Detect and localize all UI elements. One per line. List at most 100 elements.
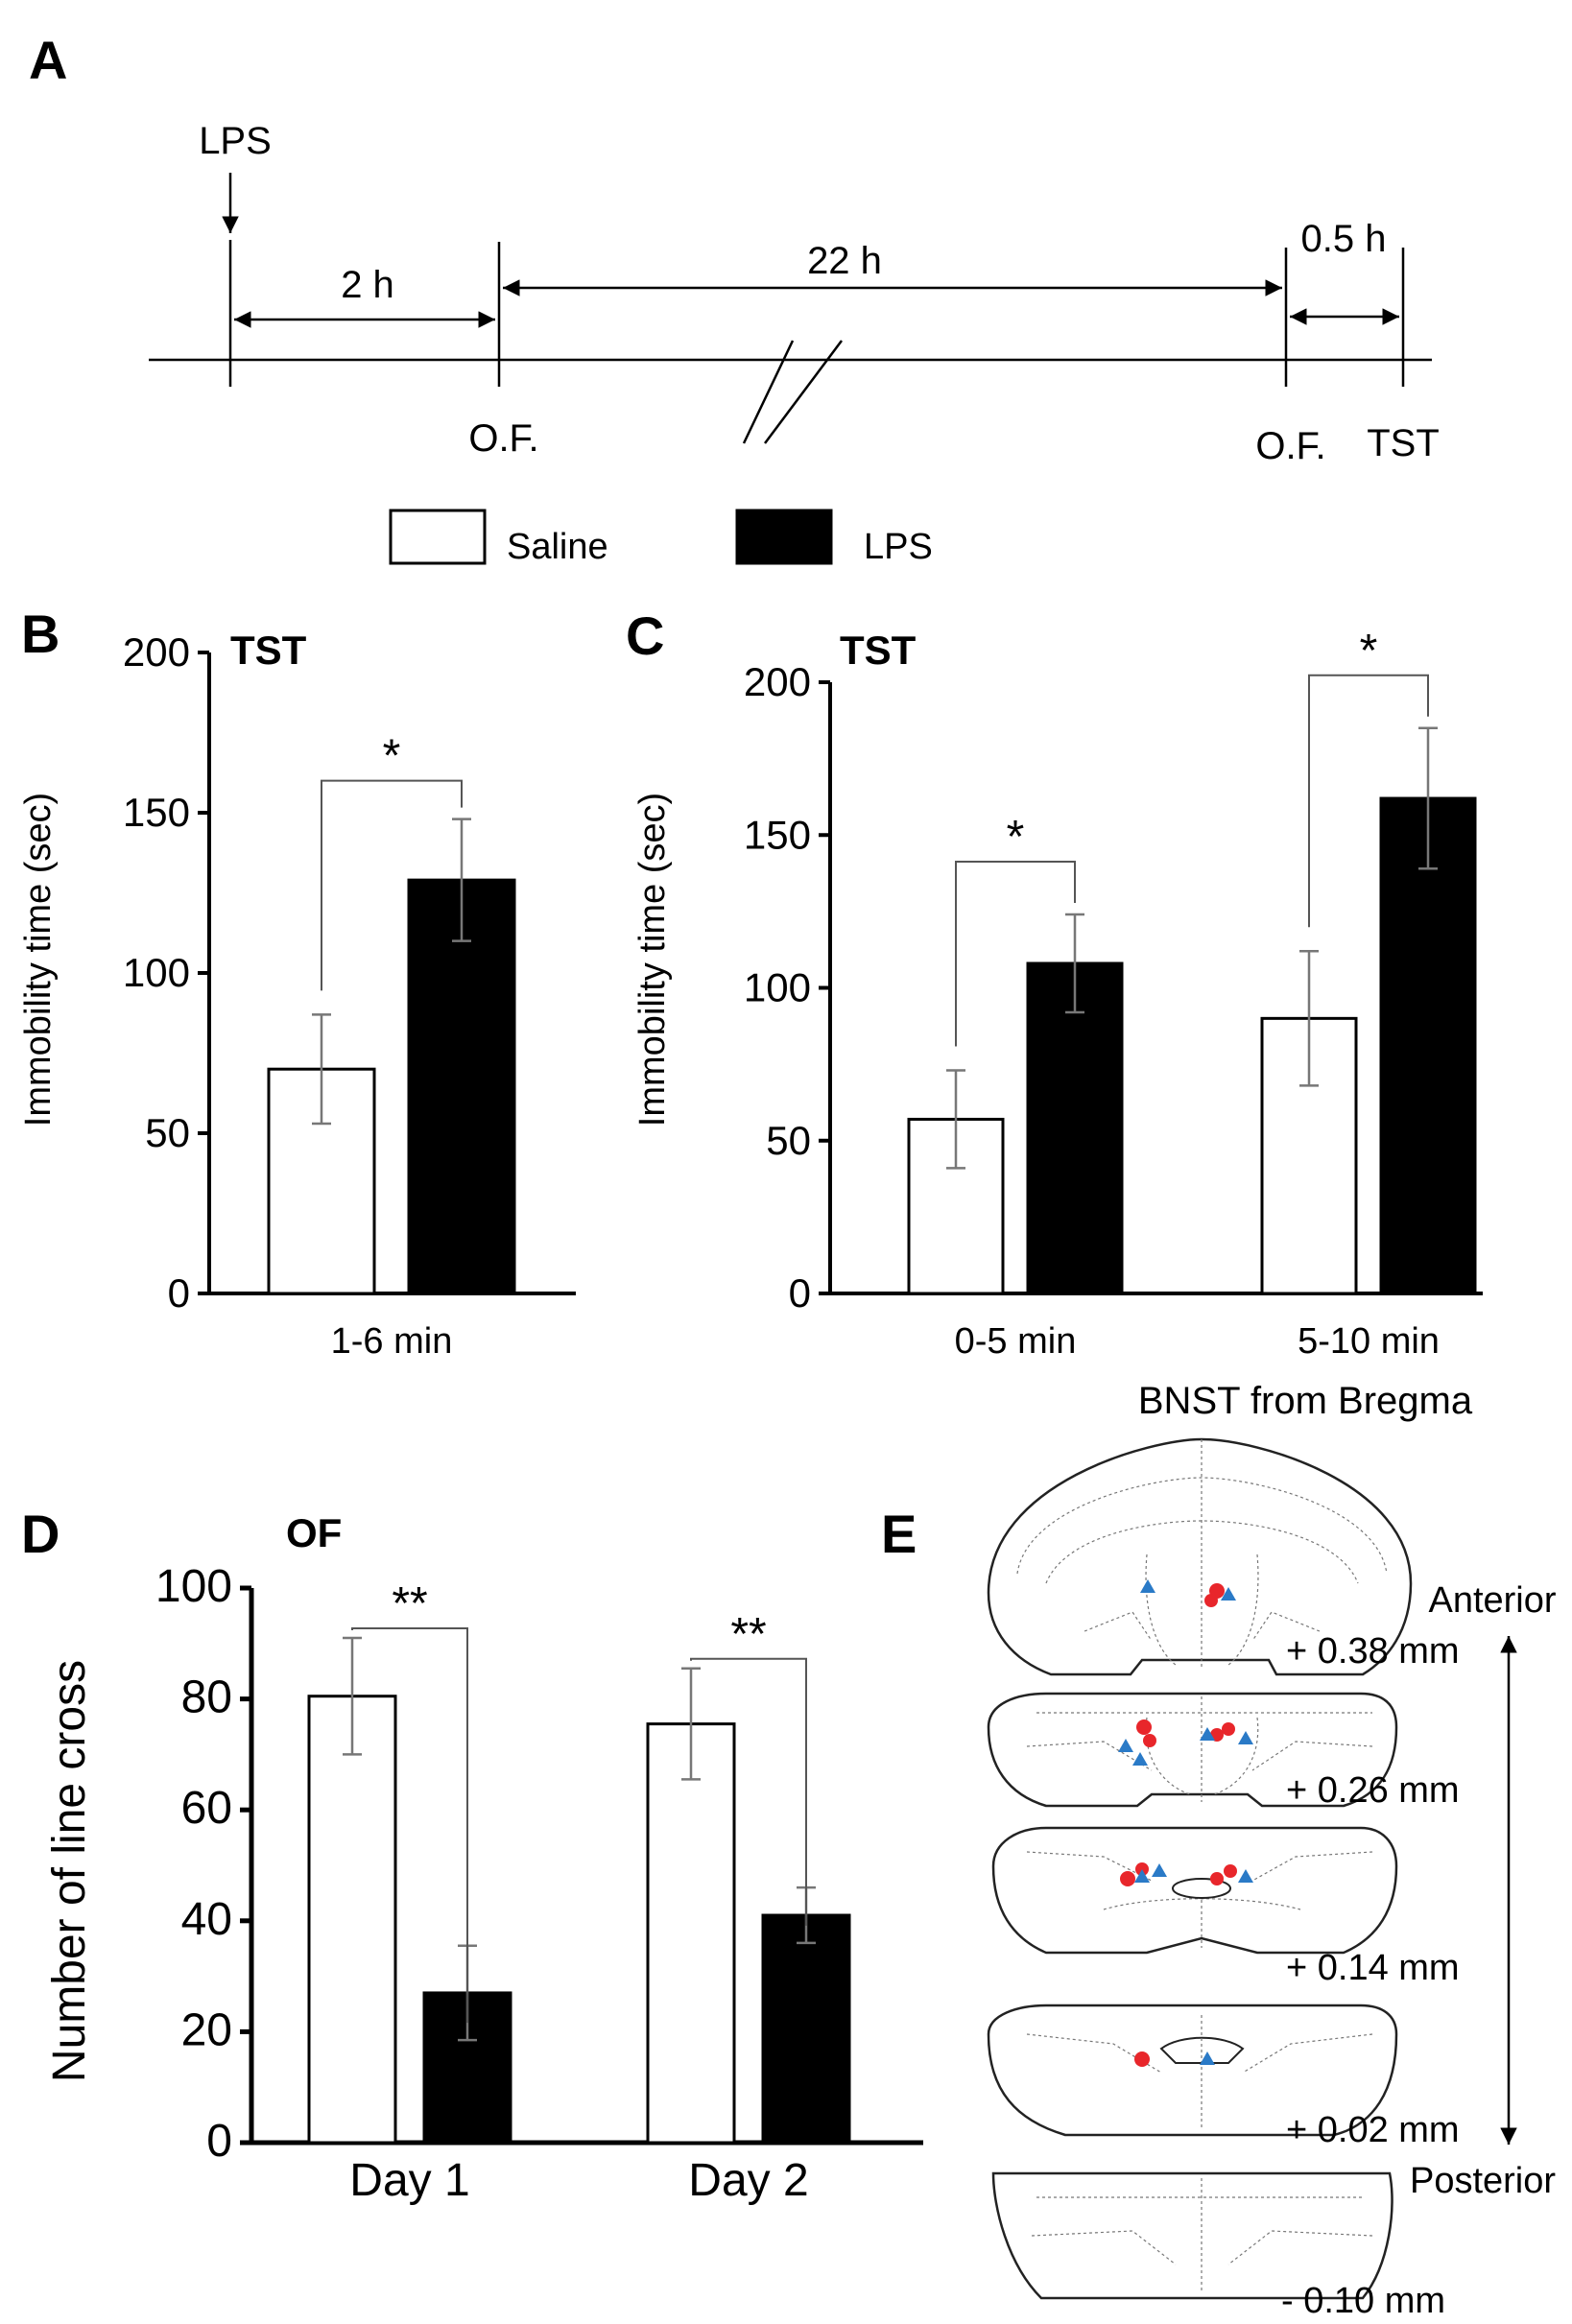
chart-d-title: OF bbox=[286, 1510, 342, 1555]
brain-section-4 bbox=[987, 2004, 1398, 2137]
chart-b-y-tick-label: 0 bbox=[168, 1270, 190, 1316]
panel-label-e: E bbox=[881, 1504, 917, 1564]
interval-2h-label: 2 h bbox=[341, 264, 394, 306]
chart-d-y-tick-label: 20 bbox=[181, 2004, 232, 2055]
panel-d-chart: D OF Number of line cross 0 20 40 60 80 100 Da… bbox=[21, 1504, 923, 2206]
blue-site-marker bbox=[1118, 1739, 1133, 1752]
posterior-label: Posterior bbox=[1410, 2161, 1556, 2201]
interval-05h-label: 0.5 h bbox=[1301, 218, 1387, 260]
blue-site-marker bbox=[1132, 1752, 1148, 1766]
chart-c-y-tick-label: 50 bbox=[766, 1118, 811, 1163]
chart-d-y-tick-label: 0 bbox=[206, 2116, 232, 2167]
section-5-label: - 0.10 mm bbox=[1281, 2281, 1445, 2321]
chart-c-y-tick-label: 150 bbox=[744, 812, 811, 857]
chart-b-bar-lps bbox=[407, 878, 516, 1295]
chart-d-y-tick-label: 40 bbox=[181, 1894, 232, 1945]
blue-site-marker bbox=[1200, 1727, 1215, 1741]
chart-b-y-tick-label: 100 bbox=[123, 950, 190, 995]
red-site-marker bbox=[1134, 2051, 1150, 2067]
panel-c-chart: C TST Immobility time (sec) 0 50 100 150 200… bbox=[626, 605, 1483, 1362]
red-site-marker bbox=[1120, 1871, 1135, 1886]
blue-site-marker bbox=[1238, 1731, 1253, 1744]
chart-c-significance-bracket bbox=[1308, 674, 1429, 928]
panel-b-chart: B TST Immobility time (sec) 0 50 100 150 200… bbox=[18, 604, 576, 1362]
interval-22h-label: 22 h bbox=[807, 240, 882, 282]
blue-site-marker bbox=[1238, 1869, 1253, 1883]
brain-section-5 bbox=[991, 2171, 1393, 2300]
chart-b-title: TST bbox=[230, 628, 307, 673]
bnst-title: BNST from Bregma bbox=[1138, 1380, 1473, 1422]
event-tst-label: TST bbox=[1367, 422, 1440, 464]
chart-d-category-label: Day 2 bbox=[688, 2155, 808, 2206]
section-3-label: + 0.14 mm bbox=[1286, 1948, 1460, 1988]
legend-saline-label: Saline bbox=[507, 527, 608, 567]
chart-c-bar-lps bbox=[1026, 961, 1124, 1295]
chart-d-bar-lps bbox=[761, 1913, 851, 2145]
red-site-marker bbox=[1210, 1872, 1224, 1885]
red-site-marker bbox=[1222, 1722, 1235, 1736]
chart-b-significance-label: * bbox=[383, 731, 401, 782]
blue-site-marker bbox=[1221, 1587, 1236, 1601]
event-of1-label: O.F. bbox=[468, 417, 538, 460]
chart-d-significance-label: ** bbox=[730, 1609, 766, 1660]
chart-c-title: TST bbox=[840, 628, 917, 673]
chart-c-y-tick-label: 200 bbox=[744, 659, 811, 704]
red-site-marker bbox=[1136, 1719, 1152, 1735]
legend-lps-swatch bbox=[735, 509, 833, 565]
legend-lps-label: LPS bbox=[864, 527, 933, 567]
legend: Saline LPS bbox=[389, 509, 933, 567]
chart-b-y-tick-label: 200 bbox=[123, 629, 190, 675]
chart-b-bar-saline bbox=[267, 1067, 376, 1295]
chart-d-category-label: Day 1 bbox=[349, 2155, 469, 2206]
timeline-break-1 bbox=[742, 340, 795, 444]
event-of2-label: O.F. bbox=[1255, 425, 1325, 467]
chart-c-bar-lps bbox=[1379, 796, 1477, 1295]
chart-d-significance-bracket bbox=[351, 1627, 468, 2024]
timeline-lps-label: LPS bbox=[199, 120, 272, 162]
chart-d-bar-saline bbox=[307, 1695, 397, 2145]
chart-c-y-tick-label: 100 bbox=[744, 965, 811, 1010]
blue-site-marker bbox=[1134, 1869, 1150, 1883]
panel-label-b: B bbox=[21, 604, 60, 664]
chart-c-category-label: 0-5 min bbox=[955, 1321, 1077, 1362]
chart-d-y-tick-label: 80 bbox=[181, 1672, 232, 1723]
chart-c-ylabel: Immobility time (sec) bbox=[632, 793, 673, 1126]
panel-label-d: D bbox=[21, 1504, 60, 1564]
chart-b-y-tick-label: 150 bbox=[123, 790, 190, 835]
panel-label-c: C bbox=[626, 605, 664, 666]
red-site-marker bbox=[1204, 1594, 1218, 1607]
chart-d-y-tick-label: 100 bbox=[155, 1561, 232, 1612]
blue-site-marker bbox=[1200, 2051, 1215, 2065]
chart-b-category-label: 1-6 min bbox=[331, 1321, 453, 1362]
section-4-label: + 0.02 mm bbox=[1286, 2110, 1460, 2150]
chart-b-ylabel: Immobility time (sec) bbox=[18, 793, 59, 1126]
panel-a: A LPS 2 h 22 h 0.5 h O.F. O.F. TST bbox=[29, 30, 1440, 467]
anterior-label: Anterior bbox=[1428, 1580, 1556, 1621]
brain-section-1 bbox=[987, 1437, 1413, 1676]
section-1-label: + 0.38 mm bbox=[1286, 1631, 1460, 1672]
panel-e: E BNST from Bregma + 0.38 mm bbox=[881, 1380, 1557, 2321]
brain-section-3 bbox=[991, 1826, 1398, 1955]
brain-section-2 bbox=[987, 1692, 1398, 1808]
chart-c-significance-label: * bbox=[1007, 812, 1025, 863]
chart-c-y-tick-label: 0 bbox=[789, 1270, 811, 1316]
panel-label-a: A bbox=[29, 30, 67, 90]
chart-b-y-tick-label: 50 bbox=[145, 1110, 190, 1155]
chart-d-bar-saline bbox=[646, 1722, 736, 2145]
section-2-label: + 0.26 mm bbox=[1286, 1770, 1460, 1811]
blue-site-marker bbox=[1152, 1863, 1167, 1877]
chart-d-significance-bracket bbox=[690, 1657, 807, 1926]
legend-saline-swatch bbox=[389, 509, 487, 565]
chart-d-significance-label: ** bbox=[392, 1578, 427, 1629]
chart-c-significance-bracket bbox=[955, 861, 1076, 1047]
timeline-break-2 bbox=[763, 340, 844, 444]
chart-c-significance-label: * bbox=[1360, 626, 1378, 676]
red-site-marker bbox=[1143, 1734, 1156, 1747]
chart-b-significance-bracket bbox=[321, 779, 463, 991]
red-site-marker bbox=[1224, 1864, 1237, 1878]
chart-d-ylabel: Number of line cross bbox=[44, 1660, 95, 2082]
chart-d-y-tick-label: 60 bbox=[181, 1783, 232, 1834]
blue-site-marker bbox=[1140, 1579, 1155, 1593]
chart-c-category-label: 5-10 min bbox=[1298, 1321, 1440, 1362]
